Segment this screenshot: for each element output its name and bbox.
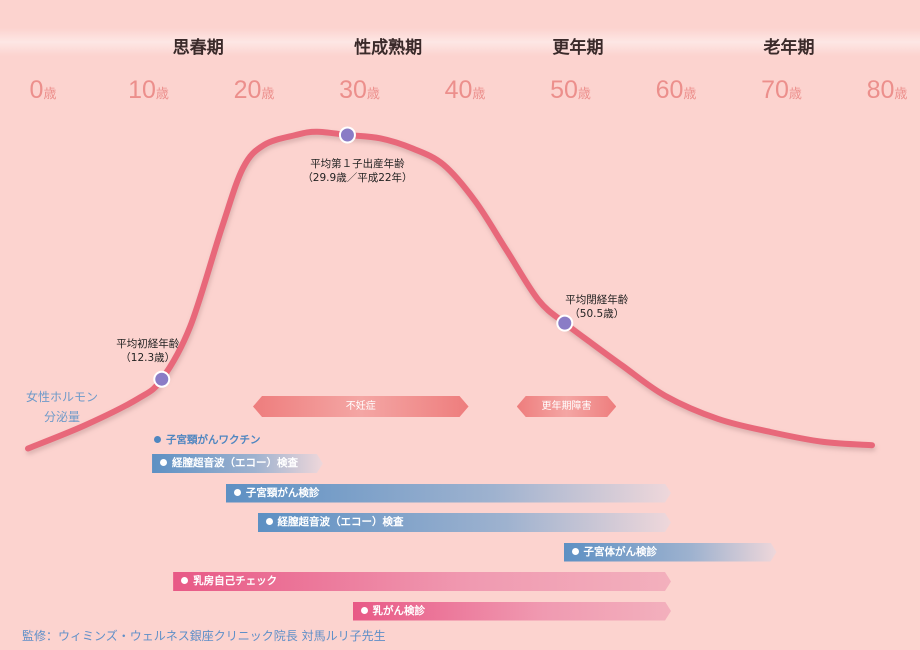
milestone-annotation: 平均第１子出産年齢 （29.9歳／平成22年） — [302, 157, 412, 185]
age-tick-label: 80歳 — [867, 76, 908, 105]
bullet-dot — [234, 489, 241, 496]
milestone-marker — [556, 314, 574, 332]
age-tick-label: 60歳 — [656, 76, 697, 105]
age-tick-label: 50歳 — [550, 76, 591, 105]
checkup-bar-label: 子宮体がん検診 — [583, 545, 657, 558]
checkup-label-text: 子宮頸がんワクチン — [166, 434, 261, 446]
checkup-bar-label: 子宮頸がん検診 — [245, 486, 320, 499]
age-tick-number: 10 — [128, 76, 156, 104]
checkup-bar-label: 経膣超音波（エコー）検査 — [277, 516, 404, 528]
milestone-annotation: 平均初経年齢 （12.3歳） — [116, 337, 179, 365]
age-tick-label: 70歳 — [761, 76, 802, 105]
age-tick-unit: 歳 — [472, 86, 486, 101]
age-tick-number: 80 — [866, 76, 895, 104]
age-tick-unit: 歳 — [155, 86, 169, 101]
checkup-label-vaccine: 子宮頸がんワクチン — [154, 432, 261, 447]
milestone-annotation: 平均閉経年齢 （50.5歳） — [565, 293, 628, 321]
milestone-marker — [153, 370, 171, 388]
checkup-bar: 経膣超音波（エコー）検査 — [258, 513, 671, 532]
y-axis-label-line-2: 分泌量 — [43, 410, 80, 424]
bullet-dot — [361, 607, 368, 614]
age-tick-unit: 歳 — [366, 86, 380, 101]
checkup-bar: 子宮体がん検診 — [564, 543, 777, 562]
age-tick-label: 10歳 — [128, 76, 169, 105]
phase-label: 老年期 — [763, 38, 815, 58]
phase-label: 性成熟期 — [354, 38, 423, 58]
age-tick-number: 50 — [550, 76, 578, 104]
age-tick-number: 40 — [444, 76, 473, 104]
bullet-dot — [572, 548, 579, 555]
age-tick-number: 60 — [655, 76, 684, 104]
milestone-annotation-line: 平均第１子出産年齢 — [310, 158, 405, 170]
age-tick-number: 70 — [761, 76, 789, 104]
checkup-bar: 乳がん検診 — [353, 602, 672, 621]
milestone-annotation-line: （12.3歳） — [120, 352, 176, 365]
y-axis-label-line-1: 女性ホルモン — [25, 390, 98, 404]
age-tick-label: 30歳 — [339, 76, 380, 105]
supervisor-credit: 監修：ウィミンズ・ウェルネス銀座クリニック院長 対馬ルリ子先生 — [22, 629, 386, 643]
bullet-dot — [266, 518, 273, 525]
age-tick-unit: 歳 — [683, 86, 697, 101]
phase-label: 思春期 — [172, 38, 224, 58]
age-tick-unit: 歳 — [788, 86, 802, 101]
y-axis-label: 女性ホルモン 分泌量 — [22, 387, 102, 427]
phase-label: 更年期 — [552, 38, 604, 58]
age-tick-label: 20歳 — [234, 76, 275, 105]
age-tick-unit: 歳 — [577, 86, 591, 101]
bullet-dot — [160, 459, 167, 466]
bullet-dot — [181, 577, 188, 584]
age-tick-unit: 歳 — [261, 86, 275, 101]
age-tick-label: 40歳 — [445, 76, 486, 105]
checkup-bar-label: 乳房自己チェック — [193, 575, 278, 587]
age-tick-number: 20 — [233, 76, 262, 104]
milestone-annotation-line: 平均初経年齢 — [116, 338, 180, 351]
age-tick-label: 0歳 — [30, 76, 57, 105]
checkup-bar-label: 乳がん検診 — [372, 604, 425, 617]
bullet-dot — [154, 436, 161, 443]
age-tick-number: 30 — [339, 76, 367, 104]
phase-band — [0, 28, 920, 56]
checkup-bar: 子宮頸がん検診 — [226, 484, 671, 503]
checkup-bar: 乳房自己チェック — [173, 572, 671, 591]
hormone-curve-line — [25, 128, 875, 452]
milestone-annotation-line: （50.5歳） — [569, 308, 625, 321]
milestone-annotation-line: 平均閉経年齢 — [565, 294, 629, 307]
milestone-marker — [338, 126, 356, 144]
checkup-bar: 経膣超音波（エコー）検査 — [152, 454, 323, 473]
condition-arrow: 更年期障害 — [517, 396, 617, 417]
age-tick-unit: 歳 — [894, 86, 908, 101]
milestone-annotation-line: （29.9歳／平成22年） — [302, 172, 413, 184]
age-tick-number: 0 — [29, 76, 44, 104]
condition-arrow: 不妊症 — [253, 396, 469, 417]
age-tick-unit: 歳 — [43, 86, 57, 101]
checkup-bar-label: 経膣超音波（エコー）検査 — [172, 457, 299, 469]
